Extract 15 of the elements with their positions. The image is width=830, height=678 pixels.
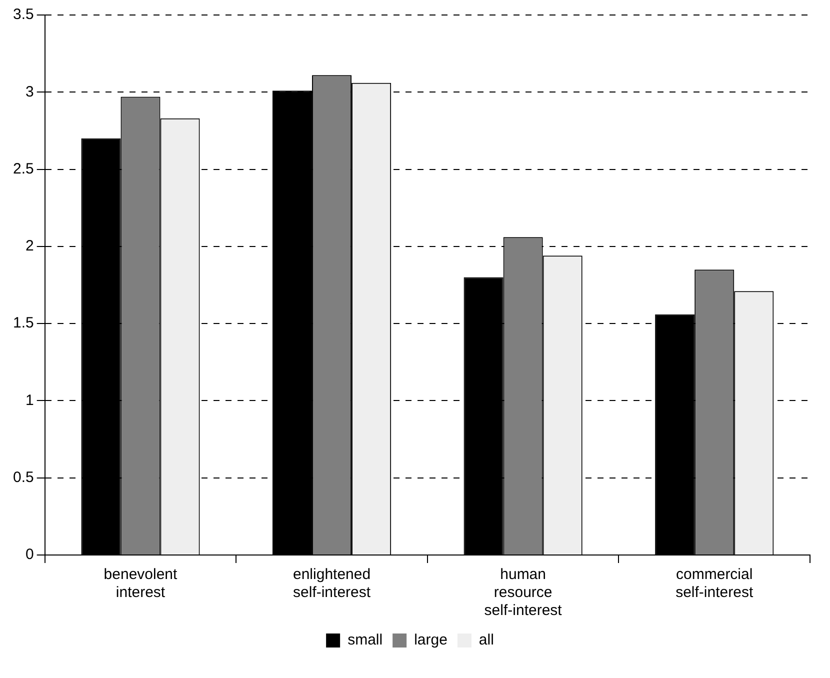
y-tick-label: 1.5 bbox=[12, 314, 34, 332]
y-tick-label: 3.5 bbox=[12, 6, 34, 24]
legend-label: small bbox=[348, 632, 383, 649]
y-tick-label: 1 bbox=[26, 392, 34, 409]
x-tick-label: benevolent interest bbox=[104, 566, 178, 602]
y-tick-label: 3 bbox=[26, 83, 34, 100]
y-tick-label: 2.5 bbox=[12, 160, 34, 178]
legend-label: large bbox=[414, 632, 448, 649]
legend-label: all bbox=[478, 632, 494, 649]
x-tick-label: human resource self-interest bbox=[484, 566, 563, 620]
x-tick-label: commercial self-interest bbox=[676, 566, 754, 602]
y-tick-label: 0.5 bbox=[12, 469, 34, 486]
y-tick-label: 0 bbox=[26, 546, 34, 564]
y-tick-label: 2 bbox=[26, 238, 34, 255]
x-tick-label: enlightened self-interest bbox=[292, 566, 372, 602]
